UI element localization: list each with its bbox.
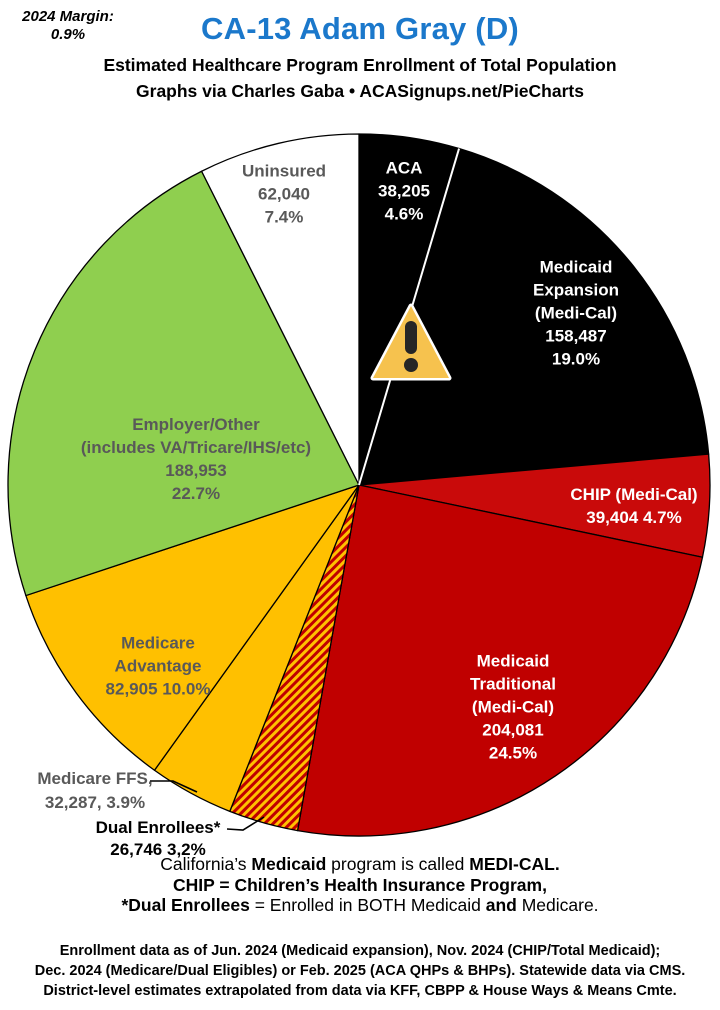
medicare-ffs-leader-line	[150, 780, 198, 793]
source-footnote: Enrollment data as of Jun. 2024 (Medicai…	[0, 941, 720, 1001]
notes-block: California’s Medicaid program is called …	[0, 854, 720, 916]
pie-slice-employer-other	[7, 170, 360, 597]
pie-slice-medicare-advantage	[25, 484, 360, 771]
margin-note-value: 0.9%	[50, 26, 86, 43]
footnote-line: Enrollment data as of Jun. 2024 (Medicai…	[59, 943, 661, 959]
warning-icon	[370, 303, 452, 381]
pie-slice-uninsured	[200, 133, 360, 486]
note-chip: CHIP = Children’s Health Insurance Progr…	[173, 874, 547, 895]
credit-line: Graphs via Charles Gaba • ACASignups.net…	[136, 81, 584, 101]
footnote-line: Dec. 2024 (Medicare/Dual Eligibles) or F…	[34, 963, 686, 979]
dual-enrollees-leader-line	[226, 816, 265, 831]
margin-note-label: 2024 Margin:	[22, 8, 114, 25]
margin-note: 2024 Margin: 0.9%	[8, 8, 128, 44]
chart-subtitle: Estimated Healthcare Program Enrollment …	[103, 55, 617, 75]
footnote-line: District-level estimates extrapolated fr…	[43, 983, 677, 999]
pie-slice-medicaid-expansion	[358, 147, 710, 486]
pie-slices	[7, 133, 711, 837]
note-dual-enrollees: *Dual Enrollees = Enrolled in BOTH Medic…	[121, 895, 599, 915]
note-medi-cal: California’s Medicaid program is called …	[160, 854, 560, 874]
pie-slice-medicaid-traditional	[296, 484, 704, 837]
page-title: CA-13 Adam Gray (D)	[201, 11, 519, 46]
